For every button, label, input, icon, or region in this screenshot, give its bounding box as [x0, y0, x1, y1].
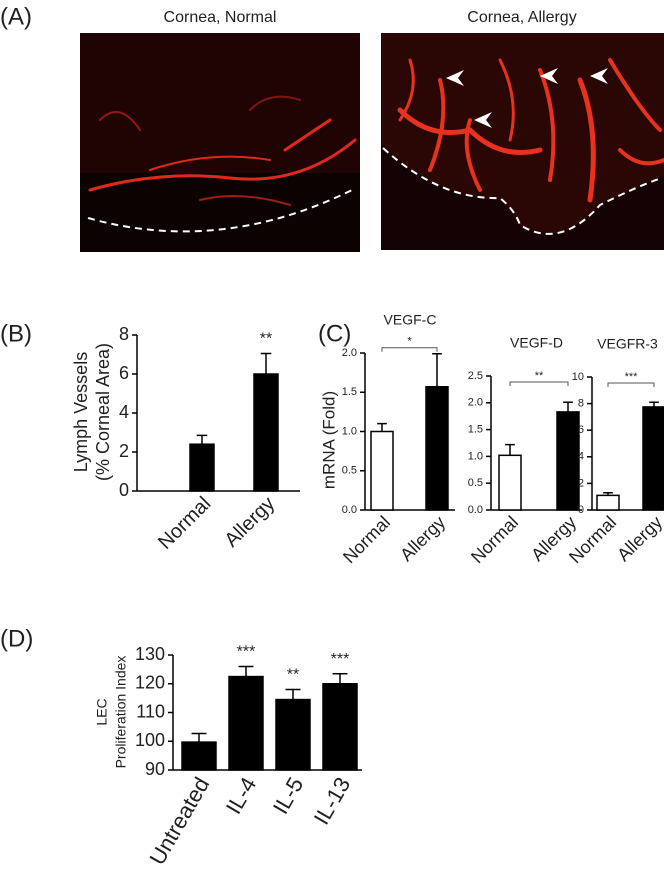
bar: [181, 741, 217, 771]
y-tick-label: 0.0: [468, 504, 483, 516]
bracket: [509, 381, 569, 386]
bar: [596, 494, 620, 511]
x-tick-label: Normal: [154, 493, 215, 554]
y-tick-label: 0.5: [342, 465, 357, 477]
x-tick-label: Allergy: [220, 493, 279, 552]
bar: [228, 675, 264, 771]
panel-label: (B): [0, 320, 32, 347]
x-tick-label: Allergy: [613, 512, 664, 565]
y-tick-label: 0: [578, 504, 584, 516]
error-bar: [377, 422, 387, 432]
error-bar: [191, 732, 207, 743]
x-tick-label: Normal: [339, 512, 394, 567]
y-tick-label: 4: [578, 451, 584, 463]
bracket: [381, 347, 438, 352]
x-tick-label: IL-13: [309, 773, 356, 829]
bar: [189, 443, 215, 492]
error-bar: [432, 353, 442, 387]
y-tick-label: 10: [572, 371, 584, 383]
panel-label: (A): [0, 3, 32, 30]
y-axis-label: Proliferation Index: [113, 656, 129, 769]
error-bar: [260, 352, 272, 374]
y-tick-label: 2: [119, 441, 129, 461]
x-tick-label: Normal: [467, 512, 522, 567]
y-tick-label: 8: [119, 324, 129, 344]
panel-label: (D): [0, 625, 33, 652]
y-tick-label: 90: [145, 759, 165, 779]
y-tick-label: 0: [119, 480, 129, 500]
y-tick-label: 2.0: [468, 397, 483, 409]
y-tick-label: 0.5: [468, 477, 483, 489]
significance: **: [260, 331, 272, 348]
y-tick-label: 110: [136, 701, 165, 721]
bar: [253, 373, 279, 492]
error-bar: [332, 672, 348, 684]
y-tick-label: 100: [135, 730, 165, 750]
x-tick-label: IL-4: [221, 773, 262, 818]
x-tick-label: Untreated: [144, 773, 214, 869]
error-bar: [505, 443, 515, 456]
significance: ***: [625, 371, 639, 383]
y-tick-label: 130: [135, 644, 165, 664]
chart-title: VEGFR-3: [597, 336, 658, 352]
significance: *: [407, 336, 412, 348]
y-tick-label: 1.5: [468, 424, 483, 436]
y-tick-label: 1.5: [342, 386, 357, 398]
y-tick-label: 4: [119, 402, 129, 422]
x-tick-label: Allergy: [396, 512, 449, 565]
bar: [322, 683, 358, 771]
y-tick-label: 8: [578, 398, 584, 410]
chart-title: VEGF-D: [510, 335, 563, 351]
y-tick-label: 2: [578, 477, 584, 489]
image-title: Cornea, Allergy: [467, 9, 576, 26]
y-tick-label: 1.0: [342, 425, 357, 437]
x-tick-label: IL-5: [268, 773, 309, 818]
y-axis-label: mRNA (Fold): [319, 391, 338, 489]
y-tick-label: 1.0: [468, 450, 483, 462]
bar: [275, 698, 311, 771]
significance: **: [535, 370, 544, 382]
significance: ***: [237, 644, 256, 661]
error-bar: [285, 688, 301, 700]
significance: **: [287, 667, 299, 684]
error-bar: [649, 401, 659, 407]
error-bar: [196, 434, 208, 445]
error-bar: [238, 665, 254, 677]
y-axis-label: LEC: [94, 698, 110, 725]
bar: [370, 430, 394, 511]
y-tick-label: 6: [578, 424, 584, 436]
micrograph-normal: [80, 33, 360, 252]
bar: [425, 386, 449, 511]
bar: [498, 454, 522, 511]
image-title: Cornea, Normal: [164, 9, 277, 26]
significance: ***: [331, 651, 350, 668]
bar: [642, 406, 664, 511]
panel-label: (C): [318, 320, 351, 347]
error-bar: [603, 491, 613, 496]
y-axis-label: Lymph Vessels: [71, 352, 91, 472]
y-tick-label: 2.0: [342, 347, 357, 359]
bracket: [607, 382, 655, 387]
bar: [556, 411, 580, 511]
y-axis-label: (% Corneal Area): [93, 343, 113, 481]
y-tick-label: 6: [119, 363, 129, 383]
error-bar: [563, 401, 573, 412]
y-tick-label: 120: [135, 673, 165, 693]
y-tick-label: 2.5: [468, 370, 483, 382]
micrograph-allergy: [381, 33, 664, 250]
y-tick-label: 0.0: [342, 504, 357, 516]
chart-title: VEGF-C: [384, 312, 437, 328]
